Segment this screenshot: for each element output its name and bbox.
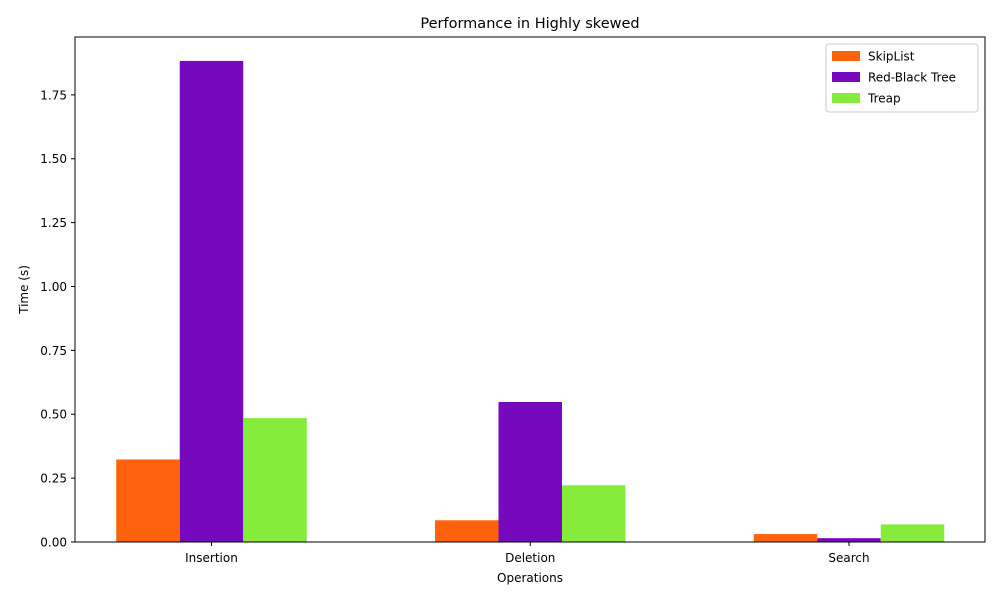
bar-treap-search [880,524,945,542]
y-tick-label: 1.25 [40,216,67,230]
legend-label: SkipList [868,50,915,64]
y-axis: 0.00 0.25 0.50 0.75 1.00 1.25 1.50 1.75 [40,88,75,550]
y-tick-label: 0.25 [40,472,67,486]
x-tick-label: Deletion [505,551,555,565]
bar-skiplist-deletion [435,520,499,542]
y-tick-label: 1.75 [40,88,67,102]
legend-swatch [832,93,860,103]
y-tick-label: 0.75 [40,344,67,358]
legend-label: Treap [867,92,901,106]
y-axis-title: Time (s) [17,265,31,315]
legend: SkipList Red-Black Tree Treap [825,43,979,113]
legend-label: Red-Black Tree [868,71,956,85]
y-tick-label: 0.50 [40,408,67,422]
bar-skiplist-insertion [116,459,180,542]
x-tick-label: Search [828,551,869,565]
bars-layer [116,60,945,542]
bar-red-black-tree-insertion [179,60,244,542]
bar-red-black-tree-deletion [498,401,562,542]
bar-treap-insertion [243,418,307,542]
chart-title: Performance in Highly skewed [420,16,639,32]
bar-skiplist-search [753,534,818,542]
legend-box [825,43,979,113]
x-axis-title: Operations [497,571,563,585]
bar-treap-deletion [562,485,626,542]
y-tick-label: 1.50 [40,152,67,166]
bar-red-black-tree-search [817,538,881,542]
legend-swatch [832,72,860,82]
y-tick-label: 0.00 [40,536,67,550]
legend-swatch [832,51,860,61]
x-tick-label: Insertion [185,551,238,565]
y-tick-label: 1.00 [40,280,67,294]
x-axis: Insertion Deletion Search [185,542,870,565]
